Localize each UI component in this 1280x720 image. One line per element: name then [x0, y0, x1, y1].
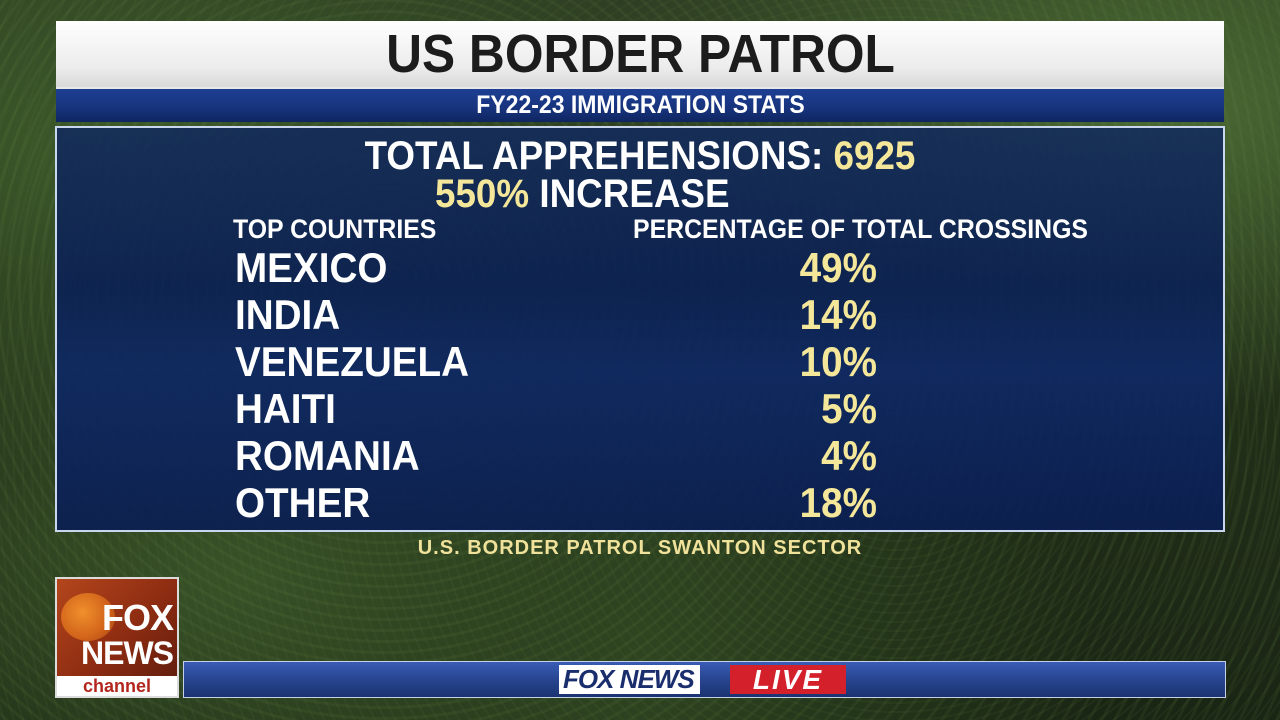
country-row: ROMANIA 4%	[57, 432, 1223, 479]
country-row: MEXICO 49%	[57, 244, 1223, 291]
bottom-ticker-bar: FOX NEWS LIVE	[183, 661, 1226, 698]
country-name: VENEZUELA	[235, 338, 470, 385]
total-label: TOTAL APPREHENSIONS:	[364, 134, 824, 178]
country-row: VENEZUELA 10%	[57, 338, 1223, 385]
title-bar: US BORDER PATROL	[56, 21, 1224, 87]
stats-panel: TOTAL APPREHENSIONS: 6925 550% INCREASE …	[55, 126, 1225, 532]
live-badge: LIVE	[730, 665, 846, 694]
country-percentage: 14%	[799, 291, 877, 338]
pumpkin-icon	[61, 593, 115, 641]
country-name: OTHER	[235, 479, 371, 526]
country-list: MEXICO 49% INDIA 14% VENEZUELA 10% HAITI…	[57, 244, 1223, 526]
country-row: HAITI 5%	[57, 385, 1223, 432]
country-percentage: 10%	[799, 338, 877, 385]
ticker-brand-text: FOX NEWS	[563, 664, 695, 694]
increase-line: 550% INCREASE	[435, 174, 730, 214]
subtitle: FY22-23 IMMIGRATION STATS	[475, 91, 805, 119]
source-caption: U.S. BORDER PATROL SWANTON SECTOR	[417, 537, 863, 559]
country-row: OTHER 18%	[57, 479, 1223, 526]
column-header-countries: TOP COUNTRIES	[233, 214, 437, 244]
country-name: HAITI	[235, 385, 336, 432]
country-percentage: 4%	[821, 432, 877, 479]
total-apprehensions: TOTAL APPREHENSIONS: 6925	[104, 136, 1177, 176]
country-name: ROMANIA	[235, 432, 420, 479]
country-percentage: 18%	[799, 479, 877, 526]
channel-logo: FOX NEWS channel	[55, 577, 179, 698]
country-name: INDIA	[235, 291, 341, 338]
country-name: MEXICO	[235, 244, 388, 291]
subtitle-bar: FY22-23 IMMIGRATION STATS	[56, 87, 1224, 122]
country-percentage: 5%	[821, 385, 877, 432]
country-row: INDIA 14%	[57, 291, 1223, 338]
logo-news-text: NEWS	[81, 635, 174, 671]
column-header-percentage: PERCENTAGE OF TOTAL CROSSINGS	[633, 214, 1088, 244]
ticker-brand: FOX NEWS	[559, 664, 700, 694]
page-title: US BORDER PATROL	[385, 24, 895, 84]
logo-fox-text: FOX	[101, 597, 174, 638]
increase-value: 550%	[435, 172, 530, 216]
logo-channel-text: channel	[57, 676, 177, 696]
total-value: 6925	[833, 134, 916, 178]
increase-label: INCREASE	[539, 172, 730, 216]
country-percentage: 49%	[799, 244, 877, 291]
